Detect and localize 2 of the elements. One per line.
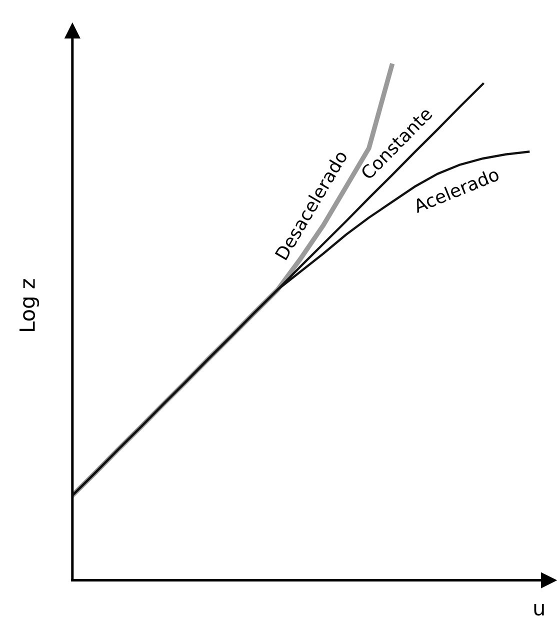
- x-axis-title: u: [534, 604, 544, 616]
- y-axis-title: Log z: [20, 279, 40, 331]
